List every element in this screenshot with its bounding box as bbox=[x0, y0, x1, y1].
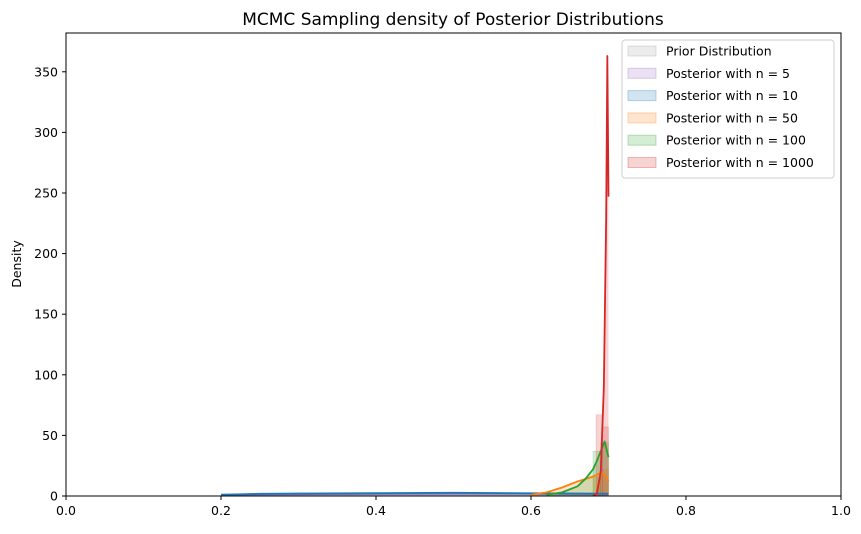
legend-swatch-3 bbox=[627, 112, 657, 124]
chart-title: MCMC Sampling density of Posterior Distr… bbox=[242, 10, 664, 30]
plot-frame bbox=[65, 32, 842, 497]
y-tick-label-6: 300 bbox=[34, 125, 58, 140]
density-line-5 bbox=[592, 55, 610, 497]
density-line-4 bbox=[546, 440, 610, 496]
legend-label-5: Posterior with n = 1000 bbox=[666, 155, 814, 170]
legend-swatch-5 bbox=[627, 157, 657, 168]
y-axis-label: Density bbox=[9, 240, 24, 288]
legend: Prior Distribution Posterior with n = 5 Po… bbox=[621, 39, 835, 179]
x-tick-label-4: 0.8 bbox=[676, 503, 696, 518]
legend-label-1: Posterior with n = 5 bbox=[666, 66, 790, 81]
y-axis: 0 50 100 150 200 250 300 350 bbox=[34, 64, 66, 504]
y-tick-label-2: 100 bbox=[34, 367, 58, 382]
legend-swatch-2 bbox=[627, 90, 657, 102]
x-tick-label-1: 0.2 bbox=[211, 503, 231, 518]
legend-swatch-1 bbox=[627, 67, 657, 79]
legend-label-0: Prior Distribution bbox=[666, 44, 772, 59]
legend-swatch-0 bbox=[627, 45, 657, 57]
y-tick-label-1: 50 bbox=[42, 428, 58, 443]
x-tick-label-0: 0.0 bbox=[56, 503, 76, 518]
y-tick-label-3: 150 bbox=[34, 307, 58, 322]
x-tick-label-5: 1.0 bbox=[831, 503, 851, 518]
y-tick-label-0: 0 bbox=[50, 489, 58, 504]
legend-frame bbox=[621, 39, 835, 179]
legend-swatch-4 bbox=[627, 134, 657, 146]
y-tick-label-7: 350 bbox=[34, 64, 58, 79]
density-area-4 bbox=[546, 441, 609, 496]
histogram-bar-5 bbox=[602, 426, 609, 497]
legend-label-3: Posterior with n = 50 bbox=[666, 110, 798, 125]
x-tick-label-3: 0.6 bbox=[521, 503, 541, 518]
x-tick-label-2: 0.4 bbox=[366, 503, 386, 518]
y-tick-label-5: 250 bbox=[34, 185, 58, 200]
legend-label-2: Posterior with n = 10 bbox=[666, 88, 798, 103]
y-tick-label-4: 200 bbox=[34, 246, 58, 261]
x-axis: 0.0 0.2 0.4 0.6 0.8 1.0 bbox=[56, 496, 851, 518]
legend-label-4: Posterior with n = 100 bbox=[666, 133, 806, 148]
density-curves bbox=[220, 55, 610, 497]
